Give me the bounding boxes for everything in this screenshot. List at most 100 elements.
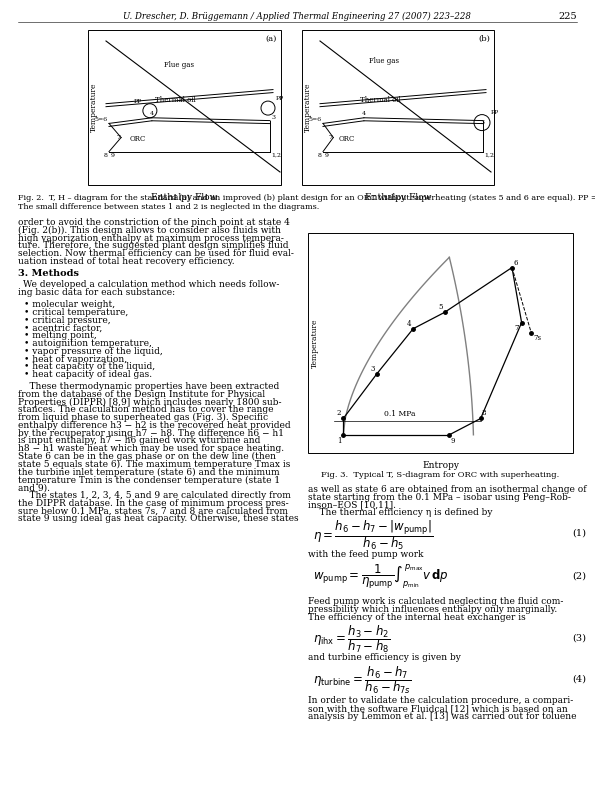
Text: (4): (4) — [572, 674, 586, 683]
Text: • critical temperature,: • critical temperature, — [24, 308, 129, 317]
Text: • heat capacity of ideal gas.: • heat capacity of ideal gas. — [24, 370, 152, 379]
Text: Flue gas: Flue gas — [164, 61, 194, 69]
Text: Enthalpy Flow: Enthalpy Flow — [151, 193, 218, 202]
Text: son with the software Fluidcal [12] which is based on an: son with the software Fluidcal [12] whic… — [308, 704, 568, 713]
Text: (a): (a) — [265, 35, 277, 43]
Text: • heat of vaporization,: • heat of vaporization, — [24, 354, 127, 364]
Text: • critical pressure,: • critical pressure, — [24, 315, 111, 325]
Text: 0.1 MPa: 0.1 MPa — [384, 410, 416, 418]
Text: 7: 7 — [116, 135, 120, 140]
Text: ture. Therefore, the suggested plant design simplifies fluid: ture. Therefore, the suggested plant des… — [18, 241, 289, 250]
Text: PP: PP — [276, 96, 284, 101]
Text: 225: 225 — [558, 12, 577, 21]
Text: (2): (2) — [572, 572, 586, 581]
Text: 3: 3 — [271, 114, 275, 120]
Text: ORC: ORC — [130, 135, 146, 143]
Text: (Fig. 2(b)). This design allows to consider also fluids with: (Fig. 2(b)). This design allows to consi… — [18, 225, 281, 235]
Text: $\eta = \dfrac{h_6 - h_7 - |w_\mathrm{pump}|}{h_6 - h_5}$: $\eta = \dfrac{h_6 - h_7 - |w_\mathrm{pu… — [313, 518, 433, 552]
Text: 7: 7 — [328, 135, 332, 140]
Text: and 9).: and 9). — [18, 484, 50, 492]
Text: enthalpy difference h3 − h2 is the recovered heat provided: enthalpy difference h3 − h2 is the recov… — [18, 421, 290, 430]
Text: • vapor pressure of the liquid,: • vapor pressure of the liquid, — [24, 347, 163, 356]
Text: Temperature: Temperature — [311, 318, 319, 368]
Text: order to avoid the constriction of the pinch point at state 4: order to avoid the constriction of the p… — [18, 218, 290, 227]
Text: analysis by Lemmon et al. [13] was carried out for toluene: analysis by Lemmon et al. [13] was carri… — [308, 711, 577, 721]
Text: 5=6: 5=6 — [309, 118, 322, 122]
Text: • molecular weight,: • molecular weight, — [24, 300, 115, 309]
Text: The thermal efficiency η is defined by: The thermal efficiency η is defined by — [308, 508, 493, 518]
Text: We developed a calculation method which needs follow-: We developed a calculation method which … — [23, 280, 280, 289]
Text: is input enthalpy, h7 − h6 gained work wturbine and: is input enthalpy, h7 − h6 gained work w… — [18, 437, 261, 445]
Text: 1,2: 1,2 — [484, 152, 494, 158]
Text: Enthalpy Flow: Enthalpy Flow — [365, 193, 431, 202]
Text: stances. The calculation method has to cover the range: stances. The calculation method has to c… — [18, 405, 274, 414]
Text: • autoignition temperature,: • autoignition temperature, — [24, 339, 152, 348]
Text: The efficiency of the internal heat exchanger is: The efficiency of the internal heat exch… — [308, 613, 526, 622]
Text: 9: 9 — [325, 152, 329, 158]
Text: 7s: 7s — [533, 333, 541, 341]
Text: from liquid phase to superheated gas (Fig. 3). Specific: from liquid phase to superheated gas (Fi… — [18, 413, 268, 422]
Text: uation instead of total heat recovery efficiency.: uation instead of total heat recovery ef… — [18, 257, 234, 266]
Text: state starting from the 0.1 MPa – isobar using Peng–Rob-: state starting from the 0.1 MPa – isobar… — [308, 493, 571, 502]
Text: 4: 4 — [150, 111, 154, 116]
Text: state 5 equals state 6). The maximum temperature Tmax is: state 5 equals state 6). The maximum tem… — [18, 460, 290, 469]
Text: and turbine efficiency is given by: and turbine efficiency is given by — [308, 653, 461, 662]
Text: PP: PP — [134, 98, 142, 104]
Text: 5=6: 5=6 — [95, 118, 108, 122]
Text: 2: 2 — [337, 410, 342, 418]
Text: Fig. 3.  Typical T, S-diagram for ORC with superheating.: Fig. 3. Typical T, S-diagram for ORC wit… — [321, 471, 560, 479]
Text: high vaporization enthalpy at maximum process tempera-: high vaporization enthalpy at maximum pr… — [18, 233, 284, 243]
Bar — [302, 30, 494, 185]
Text: (b): (b) — [478, 35, 490, 43]
Text: • heat capacity of the liquid,: • heat capacity of the liquid, — [24, 362, 155, 372]
Text: Fig. 2.  T, H – diagram for the standard (a) and an improved (b) plant design fo: Fig. 2. T, H – diagram for the standard … — [18, 194, 595, 202]
Text: 3: 3 — [371, 364, 375, 372]
Text: $\eta_\mathrm{ihx} = \dfrac{h_3 - h_2}{h_7 - h_8}$: $\eta_\mathrm{ihx} = \dfrac{h_3 - h_2}{h… — [313, 623, 390, 655]
Text: 7: 7 — [514, 324, 519, 332]
Text: sure below 0.1 MPa, states 7s, 7 and 8 are calculated from: sure below 0.1 MPa, states 7s, 7 and 8 a… — [18, 507, 288, 515]
Text: $\eta_\mathrm{turbine} = \dfrac{h_6 - h_7}{h_6 - h_{7s}}$: $\eta_\mathrm{turbine} = \dfrac{h_6 - h_… — [313, 665, 412, 696]
Text: PP: PP — [491, 110, 499, 114]
Text: state 9 using ideal gas heat capacity. Otherwise, these states: state 9 using ideal gas heat capacity. O… — [18, 515, 299, 523]
Text: State 6 can be in the gas phase or on the dew line (then: State 6 can be in the gas phase or on th… — [18, 452, 276, 461]
Text: (3): (3) — [572, 634, 586, 642]
Text: 8: 8 — [481, 410, 486, 418]
Text: as well as state 6 are obtained from an isothermal change of: as well as state 6 are obtained from an … — [308, 485, 587, 494]
Text: Properties (DIPPR) [8,9] which includes nearly 1800 sub-: Properties (DIPPR) [8,9] which includes … — [18, 398, 281, 407]
Text: 3: 3 — [480, 120, 484, 125]
Bar — [308, 233, 573, 453]
Text: with the feed pump work: with the feed pump work — [308, 550, 424, 559]
Text: the turbine inlet temperature (state 6) and the minimum: the turbine inlet temperature (state 6) … — [18, 468, 280, 476]
Text: pressibility which influences enthalpy only marginally.: pressibility which influences enthalpy o… — [308, 605, 558, 614]
Text: • acentric factor,: • acentric factor, — [24, 323, 102, 333]
Text: $w_\mathrm{pump} = \dfrac{1}{\eta_\mathrm{pump}} \int_{p_\mathrm{min}}^{p_\mathr: $w_\mathrm{pump} = \dfrac{1}{\eta_\mathr… — [313, 562, 449, 591]
Text: Thermal oil: Thermal oil — [155, 96, 196, 104]
Text: selection. Now thermal efficiency can be used for fluid eval-: selection. Now thermal efficiency can be… — [18, 249, 294, 258]
Text: Entropy: Entropy — [422, 461, 459, 470]
Text: 9: 9 — [111, 152, 115, 158]
Text: 1: 1 — [337, 437, 342, 445]
Text: the DIPPR database. In the case of minimum process pres-: the DIPPR database. In the case of minim… — [18, 499, 289, 508]
Text: U. Drescher, D. Brüggemann / Applied Thermal Engineering 27 (2007) 223–228: U. Drescher, D. Brüggemann / Applied The… — [123, 12, 471, 21]
Text: temperature Tmin is the condenser temperature (state 1: temperature Tmin is the condenser temper… — [18, 476, 280, 484]
Text: Thermal oil: Thermal oil — [361, 96, 401, 104]
Text: The small difference between states 1 and 2 is neglected in the diagrams.: The small difference between states 1 an… — [18, 203, 320, 211]
Text: (1): (1) — [572, 528, 586, 538]
Text: Temperature: Temperature — [304, 83, 312, 133]
Text: inson–EOS [10,11].: inson–EOS [10,11]. — [308, 500, 396, 510]
Text: Flue gas: Flue gas — [369, 57, 399, 65]
Text: 8: 8 — [318, 152, 322, 158]
Text: from the database of the Design Institute for Physical: from the database of the Design Institut… — [18, 390, 265, 399]
Bar — [88, 30, 281, 185]
Text: Feed pump work is calculated neglecting the fluid com-: Feed pump work is calculated neglecting … — [308, 597, 563, 606]
Text: • melting point,: • melting point, — [24, 331, 97, 340]
Text: These thermodynamic properties have been extracted: These thermodynamic properties have been… — [18, 382, 279, 391]
Text: by the recuperator using h7 − h8. The difference h6 − h1: by the recuperator using h7 − h8. The di… — [18, 429, 284, 437]
Text: ing basic data for each substance:: ing basic data for each substance: — [18, 288, 175, 297]
Text: 5: 5 — [438, 303, 443, 311]
Text: 6: 6 — [514, 259, 518, 267]
Text: 4: 4 — [406, 320, 411, 328]
Text: 3. Methods: 3. Methods — [18, 268, 79, 278]
Text: The states 1, 2, 3, 4, 5 and 9 are calculated directly from: The states 1, 2, 3, 4, 5 and 9 are calcu… — [18, 491, 291, 500]
Text: ORC: ORC — [339, 135, 355, 143]
